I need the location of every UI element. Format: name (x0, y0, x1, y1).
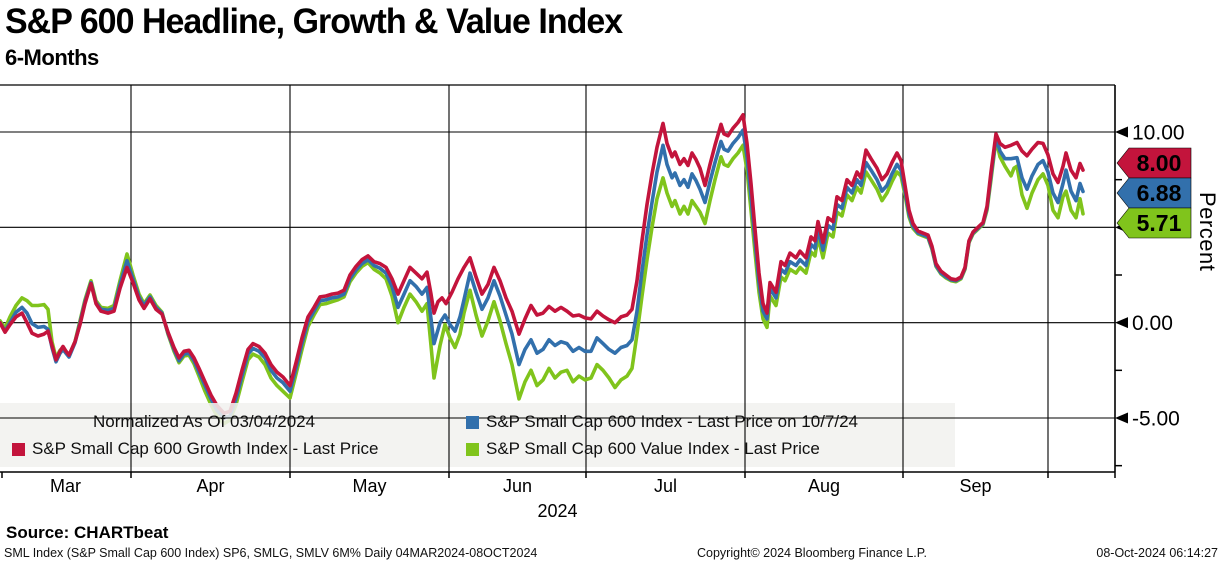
x-axis-month-label: Mar (50, 476, 81, 496)
y-axis-arrow-icon (1115, 126, 1128, 138)
page-title: S&P 600 Headline, Growth & Value Index (5, 2, 623, 41)
series-growth-line (0, 113, 1085, 416)
footer-ticker-details: SML Index (S&P Small Cap 600 Index) SP6,… (4, 546, 538, 560)
source-label: Source: CHARTbeat (6, 523, 169, 542)
legend-item-headline[interactable]: S&P Small Cap 600 Index - Last Price on … (466, 411, 858, 433)
series-layer (0, 113, 1085, 426)
x-axis-month-label: Aug (808, 476, 840, 496)
series-headline-line (0, 128, 1085, 420)
last-price-tag-growth[interactable]: 8.00 (1116, 147, 1192, 179)
chart-subtitle: 6-Months (5, 45, 99, 70)
x-axis-month-label: Jun (503, 476, 532, 496)
price-tag-label: 6.88 (1137, 180, 1182, 206)
price-tag-label: 5.71 (1137, 210, 1182, 236)
price-tag-label: 8.00 (1137, 150, 1182, 176)
y-axis-arrow-icon (1115, 317, 1128, 329)
x-axis-month-label: Jul (654, 476, 677, 496)
legend-item-value[interactable]: S&P Small Cap 600 Value Index - Last Pri… (466, 438, 820, 460)
chart-legend: Normalized As Of 03/04/2024 S&P Small Ca… (0, 403, 955, 467)
last-price-tag-headline[interactable]: 6.88 (1116, 177, 1192, 209)
y-axis-unit-label: Percent (1195, 192, 1220, 272)
legend-backdrop (0, 403, 955, 467)
footer-copyright: Copyright© 2024 Bloomberg Finance L.P. (697, 546, 927, 560)
legend-normalized-note: Normalized As Of 03/04/2024 (93, 412, 316, 431)
x-axis-month-label: May (352, 476, 386, 496)
y-axis-tick-label: 10.00 (1132, 121, 1185, 144)
price-tag-shape (1116, 177, 1192, 209)
x-axis-month-label: Apr (196, 476, 224, 496)
axes-layer (0, 85, 1122, 478)
x-axis-year-label: 2024 (537, 501, 577, 521)
y-axis-arrow-icon (1115, 412, 1128, 424)
y-axis-tick-label: 0.00 (1132, 312, 1173, 335)
y-axis-tick-label: -5.00 (1132, 408, 1180, 431)
series-value-line (0, 137, 1085, 426)
price-tag-shape (1116, 207, 1192, 239)
last-price-tag-value[interactable]: 5.71 (1116, 207, 1192, 239)
value-series-swatch-icon (466, 442, 479, 456)
growth-series-swatch-icon (12, 442, 25, 456)
x-axis-month-label: Sep (959, 476, 991, 496)
price-tag-shape (1116, 147, 1192, 179)
footer-timestamp: 08-Oct-2024 06:14:27 (1096, 546, 1218, 560)
headline-series-swatch-icon (466, 415, 479, 429)
legend-item-growth[interactable]: S&P Small Cap 600 Growth Index - Last Pr… (12, 438, 378, 460)
